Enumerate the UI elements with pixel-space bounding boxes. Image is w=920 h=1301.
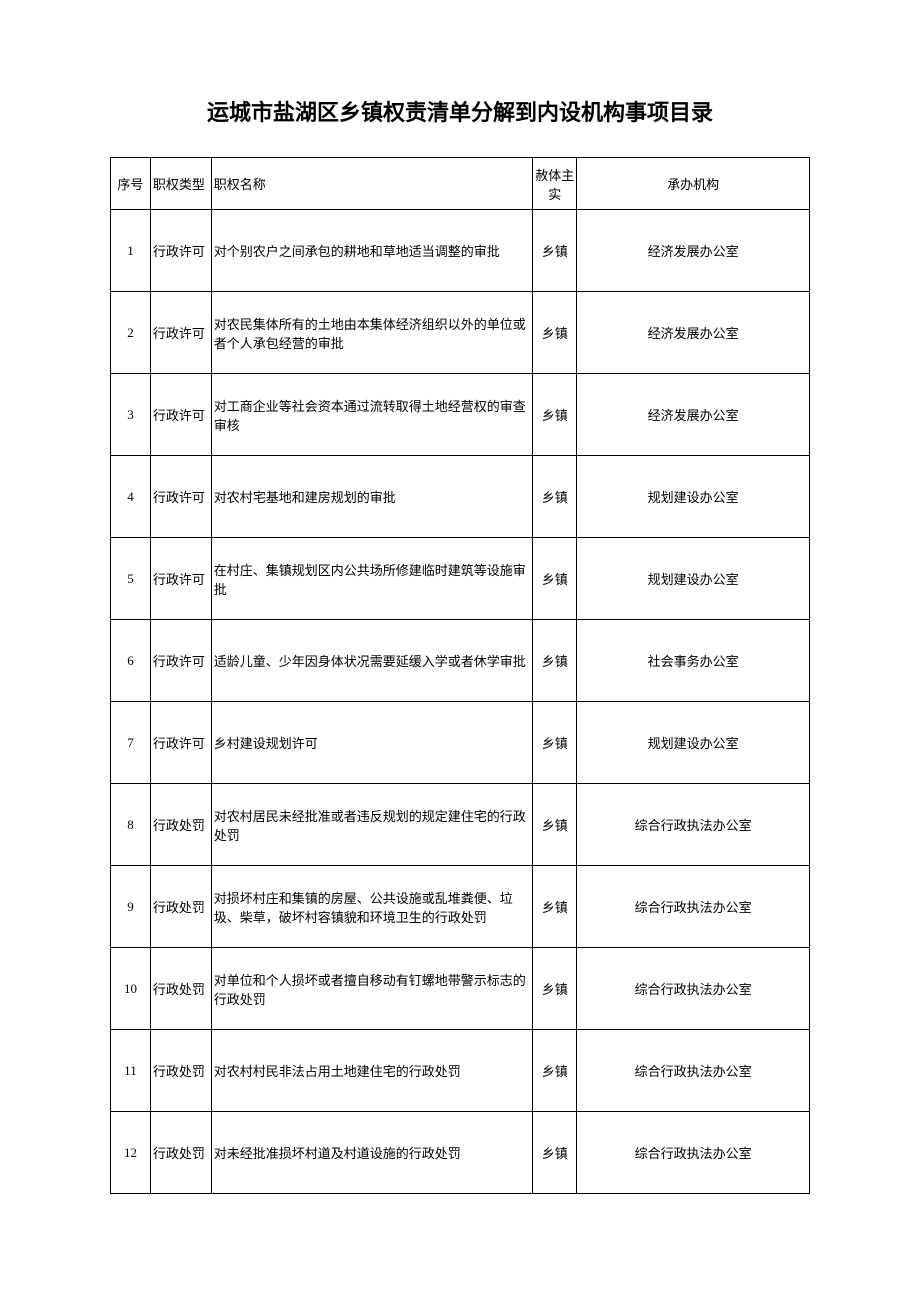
cell-name: 对农村宅基地和建房规划的审批 [211, 456, 532, 538]
cell-seq: 12 [111, 1112, 151, 1194]
cell-type: 行政许可 [150, 292, 211, 374]
header-agency: 承办机构 [577, 158, 810, 210]
cell-type: 行政许可 [150, 374, 211, 456]
cell-seq: 3 [111, 374, 151, 456]
cell-entity: 乡镇 [533, 538, 577, 620]
table-row: 5行政许可在村庄、集镇规划区内公共场所修建临时建筑等设施审批乡镇规划建设办公室 [111, 538, 810, 620]
cell-seq: 7 [111, 702, 151, 784]
cell-name: 对农民集体所有的土地由本集体经济组织以外的单位或者个人承包经营的审批 [211, 292, 532, 374]
header-entity: 赦体主实 [533, 158, 577, 210]
cell-type: 行政处罚 [150, 866, 211, 948]
cell-agency: 规划建设办公室 [577, 456, 810, 538]
cell-name: 适龄儿童、少年因身体状况需要延缓入学或者休学审批 [211, 620, 532, 702]
cell-agency: 综合行政执法办公室 [577, 866, 810, 948]
cell-name: 在村庄、集镇规划区内公共场所修建临时建筑等设施审批 [211, 538, 532, 620]
cell-seq: 6 [111, 620, 151, 702]
table-row: 4行政许可对农村宅基地和建房规划的审批乡镇规划建设办公室 [111, 456, 810, 538]
header-seq: 序号 [111, 158, 151, 210]
cell-name: 对农村村民非法占用土地建住宅的行政处罚 [211, 1030, 532, 1112]
table-row: 2行政许可对农民集体所有的土地由本集体经济组织以外的单位或者个人承包经营的审批乡… [111, 292, 810, 374]
table-row: 3行政许可对工商企业等社会资本通过流转取得土地经营权的审查审核乡镇经济发展办公室 [111, 374, 810, 456]
cell-name: 对个别农户之间承包的耕地和草地适当调整的审批 [211, 210, 532, 292]
cell-entity: 乡镇 [533, 702, 577, 784]
cell-seq: 2 [111, 292, 151, 374]
cell-entity: 乡镇 [533, 948, 577, 1030]
table-row: 9行政处罚对损坏村庄和集镇的房屋、公共设施或乱堆粪便、垃圾、柴草，破坏村容镇貌和… [111, 866, 810, 948]
cell-agency: 规划建设办公室 [577, 702, 810, 784]
cell-entity: 乡镇 [533, 620, 577, 702]
cell-agency: 社会事务办公室 [577, 620, 810, 702]
table-body: 1行政许可对个别农户之间承包的耕地和草地适当调整的审批乡镇经济发展办公室2行政许… [111, 210, 810, 1194]
cell-entity: 乡镇 [533, 292, 577, 374]
table-row: 6行政许可适龄儿童、少年因身体状况需要延缓入学或者休学审批乡镇社会事务办公室 [111, 620, 810, 702]
cell-name: 对农村居民未经批准或者违反规划的规定建住宅的行政处罚 [211, 784, 532, 866]
cell-agency: 综合行政执法办公室 [577, 1030, 810, 1112]
cell-type: 行政处罚 [150, 1030, 211, 1112]
table-header-row: 序号 职权类型 职权名称 赦体主实 承办机构 [111, 158, 810, 210]
cell-seq: 5 [111, 538, 151, 620]
header-name: 职权名称 [211, 158, 532, 210]
cell-type: 行政许可 [150, 538, 211, 620]
cell-agency: 综合行政执法办公室 [577, 948, 810, 1030]
cell-seq: 8 [111, 784, 151, 866]
cell-type: 行政处罚 [150, 948, 211, 1030]
cell-type: 行政许可 [150, 620, 211, 702]
cell-type: 行政处罚 [150, 784, 211, 866]
cell-agency: 综合行政执法办公室 [577, 784, 810, 866]
table-row: 12行政处罚对未经批准损坏村道及村道设施的行政处罚乡镇综合行政执法办公室 [111, 1112, 810, 1194]
cell-agency: 综合行政执法办公室 [577, 1112, 810, 1194]
cell-name: 对损坏村庄和集镇的房屋、公共设施或乱堆粪便、垃圾、柴草，破坏村容镇貌和环境卫生的… [211, 866, 532, 948]
cell-seq: 4 [111, 456, 151, 538]
table-row: 1行政许可对个别农户之间承包的耕地和草地适当调整的审批乡镇经济发展办公室 [111, 210, 810, 292]
cell-name: 对单位和个人损坏或者擅自移动有钉螺地带警示标志的行政处罚 [211, 948, 532, 1030]
cell-type: 行政许可 [150, 210, 211, 292]
cell-entity: 乡镇 [533, 210, 577, 292]
cell-entity: 乡镇 [533, 1112, 577, 1194]
cell-type: 行政处罚 [150, 1112, 211, 1194]
cell-agency: 规划建设办公室 [577, 538, 810, 620]
cell-seq: 11 [111, 1030, 151, 1112]
cell-entity: 乡镇 [533, 456, 577, 538]
cell-type: 行政许可 [150, 456, 211, 538]
cell-entity: 乡镇 [533, 784, 577, 866]
cell-entity: 乡镇 [533, 1030, 577, 1112]
cell-entity: 乡镇 [533, 866, 577, 948]
cell-type: 行政许可 [150, 702, 211, 784]
table-row: 11行政处罚对农村村民非法占用土地建住宅的行政处罚乡镇综合行政执法办公室 [111, 1030, 810, 1112]
table-row: 8行政处罚对农村居民未经批准或者违反规划的规定建住宅的行政处罚乡镇综合行政执法办… [111, 784, 810, 866]
cell-entity: 乡镇 [533, 374, 577, 456]
cell-seq: 10 [111, 948, 151, 1030]
cell-name: 对工商企业等社会资本通过流转取得土地经营权的审查审核 [211, 374, 532, 456]
page-title: 运城市盐湖区乡镇权责清单分解到内设机构事项目录 [110, 95, 810, 127]
table-row: 7行政许可乡村建设规划许可乡镇规划建设办公室 [111, 702, 810, 784]
cell-name: 对未经批准损坏村道及村道设施的行政处罚 [211, 1112, 532, 1194]
cell-agency: 经济发展办公室 [577, 210, 810, 292]
cell-agency: 经济发展办公室 [577, 292, 810, 374]
header-type: 职权类型 [150, 158, 211, 210]
cell-seq: 1 [111, 210, 151, 292]
cell-seq: 9 [111, 866, 151, 948]
table-row: 10行政处罚对单位和个人损坏或者擅自移动有钉螺地带警示标志的行政处罚乡镇综合行政… [111, 948, 810, 1030]
cell-name: 乡村建设规划许可 [211, 702, 532, 784]
authority-table: 序号 职权类型 职权名称 赦体主实 承办机构 1行政许可对个别农户之间承包的耕地… [110, 157, 810, 1194]
cell-agency: 经济发展办公室 [577, 374, 810, 456]
